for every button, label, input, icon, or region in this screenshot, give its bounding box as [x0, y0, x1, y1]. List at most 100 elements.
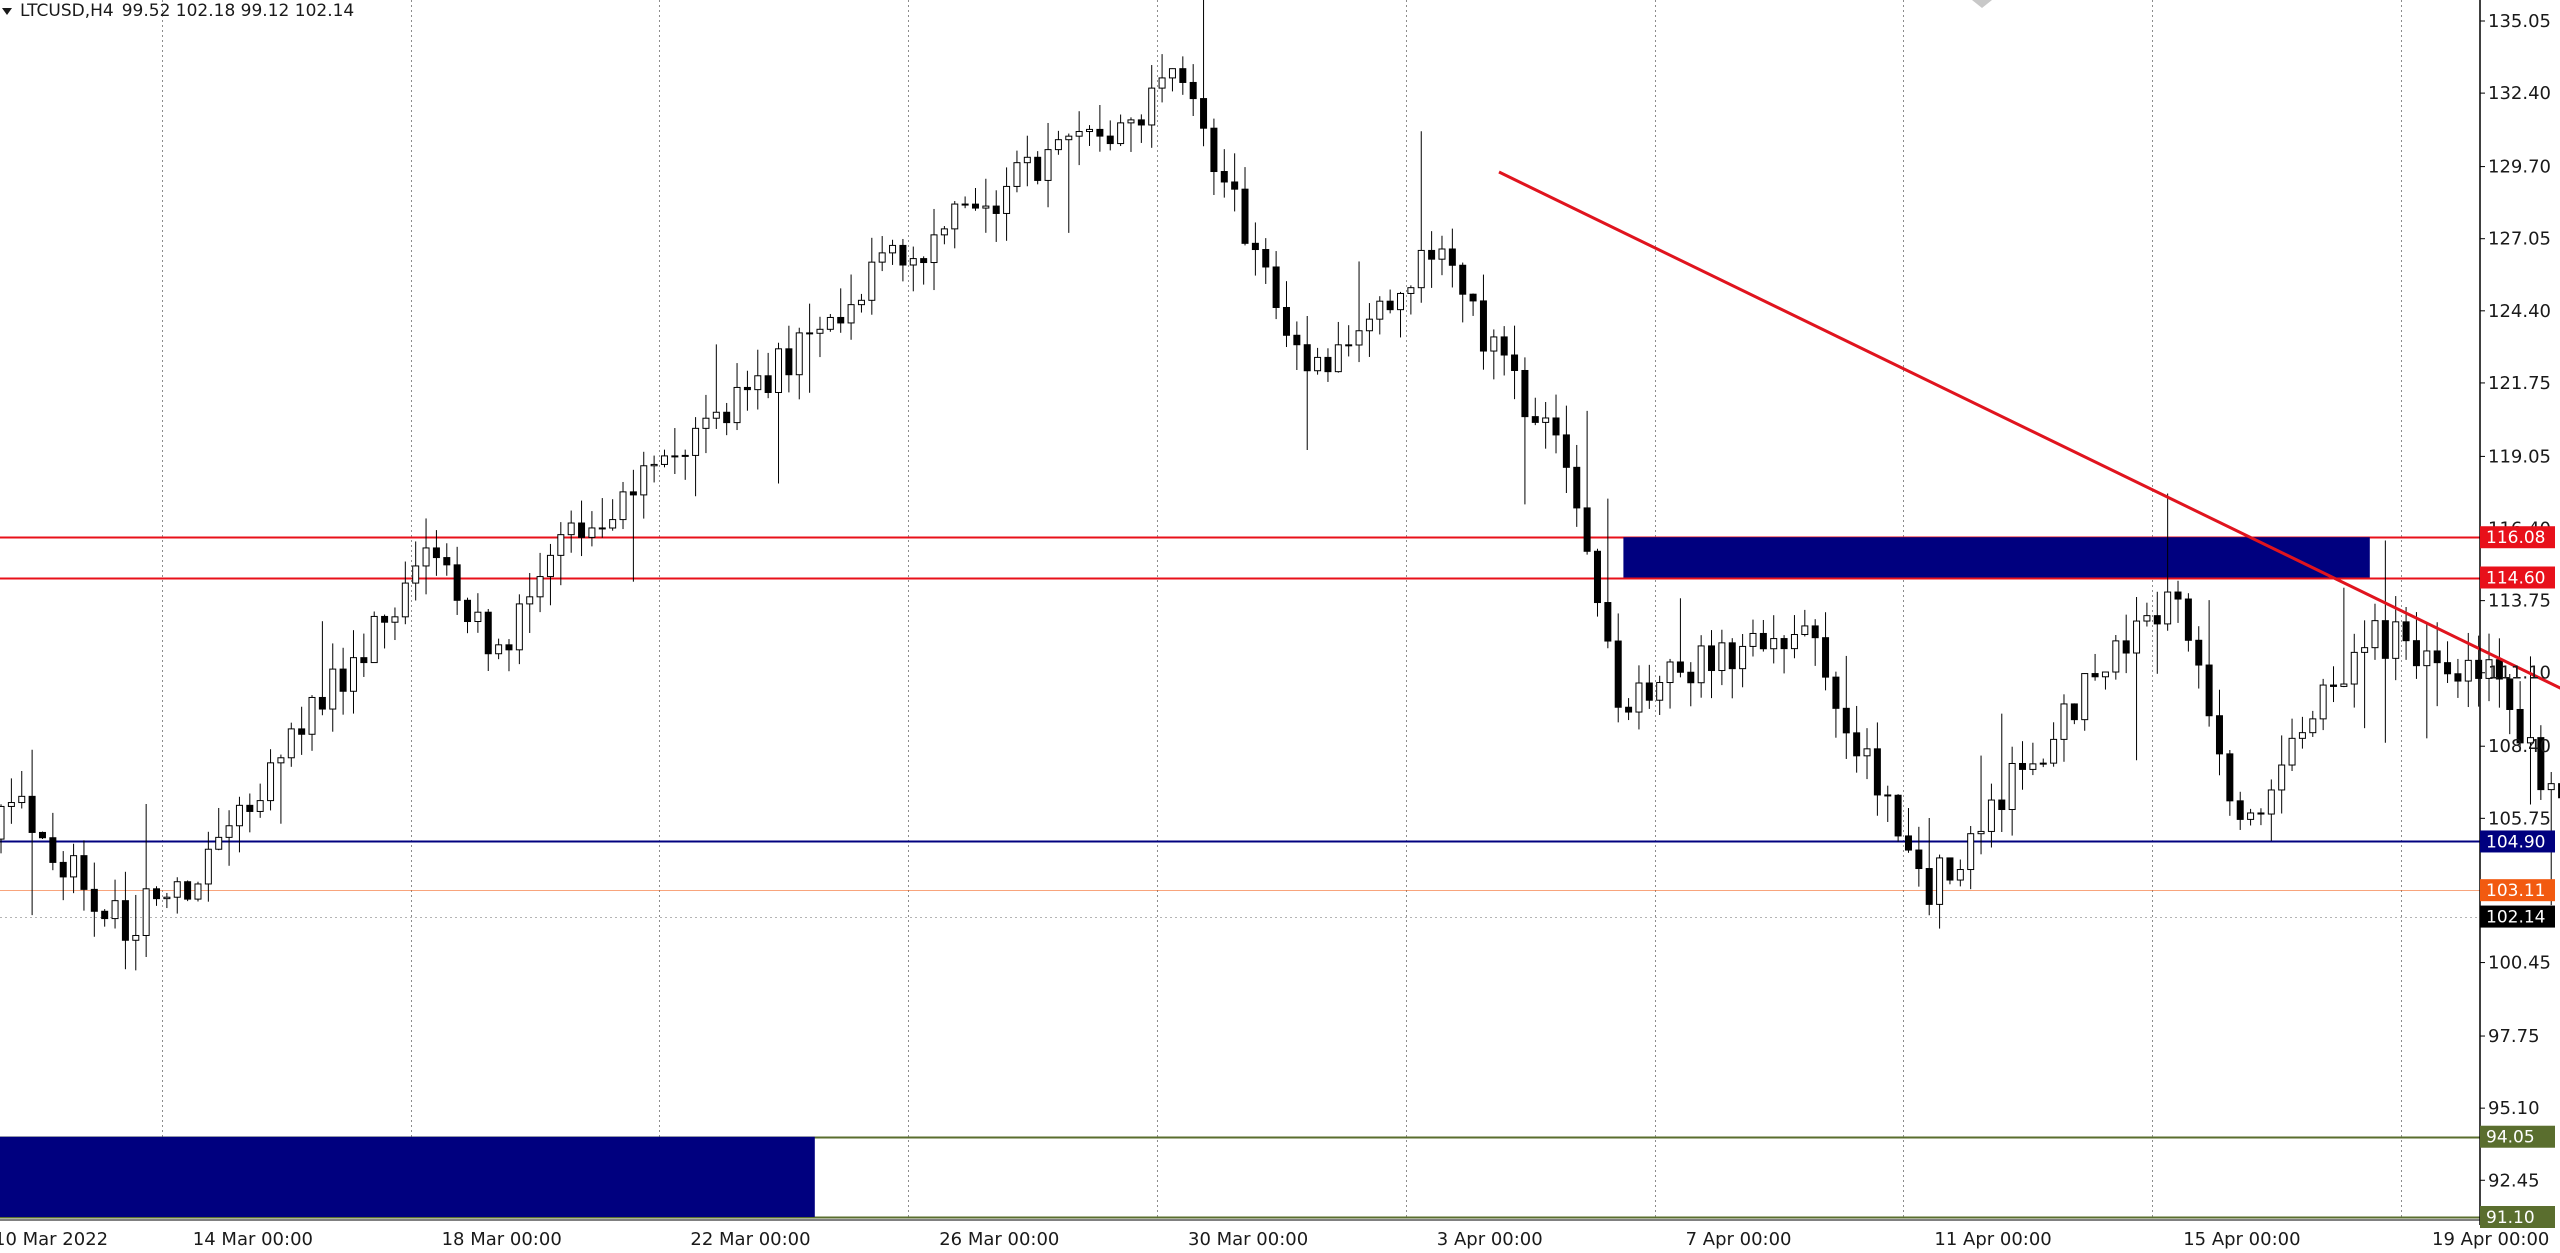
candle-body	[1759, 632, 1767, 650]
candle-body	[1956, 869, 1964, 881]
candle-body	[1853, 732, 1861, 757]
candle	[785, 325, 793, 393]
candle-body	[225, 825, 233, 838]
candle-body	[142, 888, 150, 936]
candle-body	[1593, 550, 1601, 604]
dropdown-triangle-icon[interactable]	[2, 7, 12, 15]
candle	[453, 546, 461, 615]
candle	[940, 226, 948, 245]
candle	[225, 810, 233, 866]
price-tick-label: 105.75	[2488, 808, 2551, 829]
candle-body	[1179, 68, 1187, 83]
candle	[401, 561, 409, 625]
time-axis[interactable]: 10 Mar 2022 14 Mar 00:00 18 Mar 00:00 22 Ma…	[0, 1229, 2560, 1250]
candle-body	[1697, 645, 1705, 684]
candle	[526, 573, 534, 633]
candle-body	[2547, 783, 2555, 791]
candle	[2184, 593, 2192, 652]
candle-body	[1521, 369, 1529, 418]
candle-body	[795, 332, 803, 376]
price-badge: 104.90	[2480, 830, 2555, 853]
price-badge-label: 103.11	[2486, 881, 2545, 901]
candle	[1345, 325, 1353, 357]
candle	[816, 316, 824, 358]
candle	[1718, 629, 1726, 686]
candle-body	[2019, 762, 2027, 770]
candle	[267, 749, 275, 811]
price-badge-bg	[2480, 526, 2555, 549]
candle	[215, 807, 223, 851]
candle-body	[650, 463, 658, 467]
candle-body	[1936, 857, 1944, 905]
candle-body	[49, 837, 57, 863]
candle	[1676, 598, 1684, 678]
candle-body	[775, 348, 783, 393]
candle-body	[671, 455, 679, 458]
candle-body	[1448, 248, 1456, 266]
candle	[2039, 758, 2047, 768]
candle	[370, 611, 378, 664]
candle	[1635, 665, 1643, 730]
candle	[318, 621, 326, 716]
candle	[889, 239, 897, 265]
candle	[1096, 104, 1104, 152]
candle	[2174, 580, 2182, 623]
candle-body	[1189, 81, 1197, 100]
candle	[1604, 498, 1612, 649]
candle	[2019, 741, 2027, 790]
candle	[1770, 615, 1778, 664]
candle	[951, 201, 959, 249]
candle	[1853, 705, 1861, 773]
candle-body	[743, 386, 751, 391]
candle-body	[2257, 812, 2265, 815]
candle-body	[28, 795, 36, 833]
candle	[1583, 410, 1591, 555]
price-axis[interactable]: 135.05 132.40 129.70 127.05 124.40 121.75 119.…	[2480, 11, 2551, 1191]
time-tick-label: 11 Apr 00:00	[1934, 1229, 2051, 1250]
candle	[1168, 68, 1176, 92]
horizontal-levels	[0, 536, 2480, 1219]
candle	[1925, 817, 1933, 916]
candle-body	[2340, 683, 2348, 687]
candle-body	[1034, 156, 1042, 181]
candle-body	[1137, 119, 1145, 126]
candle	[1956, 859, 1964, 887]
candle-body	[2381, 620, 2389, 659]
candle	[692, 417, 700, 497]
candle-body	[1075, 131, 1083, 137]
candle-body	[609, 519, 617, 529]
candle	[2298, 716, 2306, 749]
candle-body	[235, 804, 243, 827]
candle-body	[184, 881, 192, 900]
candle	[2319, 678, 2327, 731]
candle	[2516, 681, 2524, 752]
candle	[536, 552, 544, 613]
scroll-marker-icon[interactable]	[1972, 0, 1992, 8]
candle-body	[2122, 640, 2130, 654]
candle-body	[287, 728, 295, 759]
candle-body	[2133, 620, 2141, 654]
candle-body	[909, 258, 917, 266]
candle	[308, 695, 316, 751]
candle	[2070, 703, 2078, 725]
candle-body	[899, 244, 907, 266]
candle	[391, 607, 399, 641]
candle	[1894, 794, 1902, 842]
candle-body	[1438, 248, 1446, 260]
price-tick-label: 129.70	[2488, 157, 2551, 178]
candle	[1293, 321, 1301, 370]
candle-body	[432, 547, 440, 559]
candle	[2008, 746, 2016, 836]
candle-body	[298, 728, 306, 735]
candle	[1801, 609, 1809, 637]
candle	[961, 196, 969, 209]
candle	[484, 608, 492, 671]
candle-body	[484, 611, 492, 655]
candle	[163, 892, 171, 909]
time-tick-label: 26 Mar 00:00	[939, 1229, 1059, 1250]
candle-body	[38, 831, 46, 839]
price-badge-bg	[2480, 879, 2555, 902]
candle-body	[2039, 762, 2047, 765]
